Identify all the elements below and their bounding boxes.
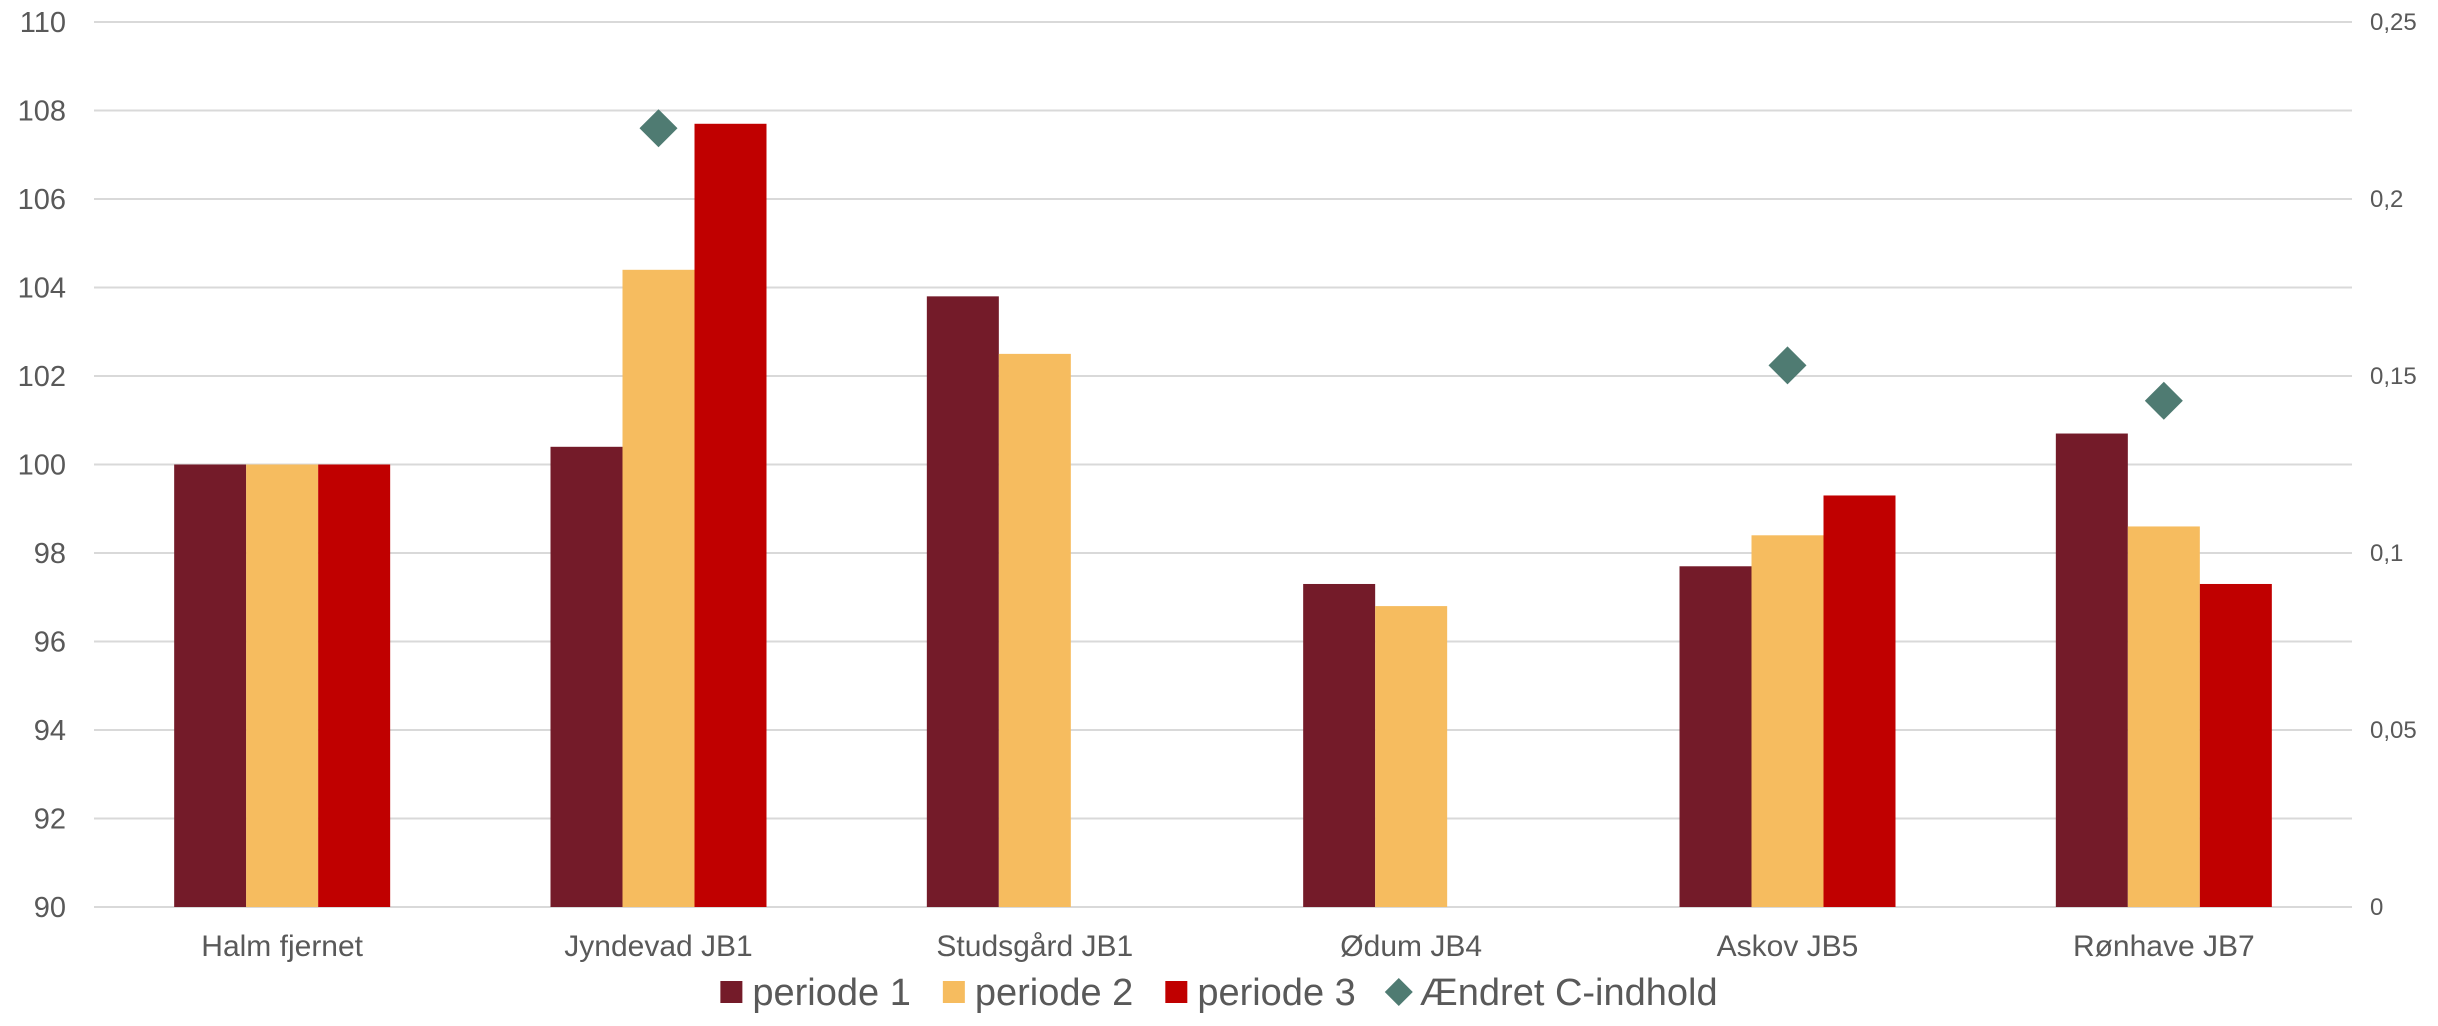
bar <box>1823 495 1896 907</box>
legend-swatch <box>942 981 965 1003</box>
y-left-tick-label: 100 <box>18 450 66 482</box>
bar <box>550 446 623 907</box>
legend-item: Ændret C-indhold <box>1384 972 1718 1014</box>
bar <box>694 123 767 907</box>
bars <box>174 123 2272 908</box>
y-left-tick-label: 102 <box>18 361 66 393</box>
legend-item: periode 2 <box>942 972 1133 1014</box>
legend-item: periode 3 <box>1165 972 1356 1014</box>
y-left-tick-label: 94 <box>34 715 66 747</box>
x-tick-label: Rønhave JB7 <box>2073 930 2255 963</box>
y-left-tick-label: 92 <box>34 804 66 836</box>
y-left-tick-label: 106 <box>18 184 66 216</box>
bar <box>1679 566 1752 907</box>
bar <box>246 464 319 907</box>
x-axis: Halm fjernet Jyndevad JB1 Studsgård JB1 Ødu… <box>201 930 2254 963</box>
markers <box>639 109 2183 420</box>
x-tick-label: Studsgård JB1 <box>936 930 1133 963</box>
legend-label: periode 2 <box>975 972 1133 1014</box>
bar <box>2199 583 2272 907</box>
bar <box>1375 606 1448 907</box>
legend-label: periode 3 <box>1197 972 1355 1014</box>
bar <box>998 353 1071 907</box>
legend-swatch <box>720 981 743 1003</box>
y-left-tick-label: 90 <box>34 892 66 924</box>
legend: periode 1 periode 2 periode 3 Ændret C-indh… <box>720 972 1718 1014</box>
marker-point <box>1768 346 1807 385</box>
gridlines <box>94 21 2352 908</box>
y-right-tick-label: 0 <box>2370 894 2383 921</box>
y-right-tick-label: 0,25 <box>2370 9 2417 36</box>
bar <box>1751 535 1824 907</box>
marker-point <box>639 109 678 148</box>
bar <box>1303 583 1376 907</box>
y-right-tick-label: 0,1 <box>2370 540 2403 567</box>
y-left-tick-label: 108 <box>18 96 66 128</box>
bar <box>318 464 391 907</box>
legend-item: periode 1 <box>720 972 911 1014</box>
y-right-tick-label: 0,15 <box>2370 363 2417 390</box>
y-left-tick-label: 110 <box>20 7 66 39</box>
marker-point <box>2144 381 2183 420</box>
legend-label: periode 1 <box>752 972 910 1014</box>
legend-label: Ændret C-indhold <box>1420 972 1718 1014</box>
y-left-tick-label: 104 <box>18 273 66 305</box>
x-tick-label: Jyndevad JB1 <box>564 930 752 963</box>
bar <box>174 464 247 907</box>
bar <box>926 296 999 908</box>
legend-swatch <box>1165 981 1188 1003</box>
y-right-tick-label: 0,05 <box>2370 717 2417 744</box>
y-right-tick-label: 0,2 <box>2370 186 2403 213</box>
y-left-tick-label: 98 <box>34 538 66 570</box>
bar <box>2055 433 2128 907</box>
right-axis: 0 0,05 0,1 0,15 0,2 0,25 <box>2370 9 2417 921</box>
x-tick-label: Askov JB5 <box>1717 930 1859 963</box>
legend-marker <box>1384 978 1413 1006</box>
bar <box>622 269 695 907</box>
left-axis: 90 92 94 96 98 100 102 104 106 108 110 <box>18 7 66 924</box>
x-tick-label: Ødum JB4 <box>1340 930 1482 963</box>
x-tick-label: Halm fjernet <box>201 930 363 963</box>
bar <box>2127 526 2200 907</box>
y-left-tick-label: 96 <box>34 627 66 659</box>
